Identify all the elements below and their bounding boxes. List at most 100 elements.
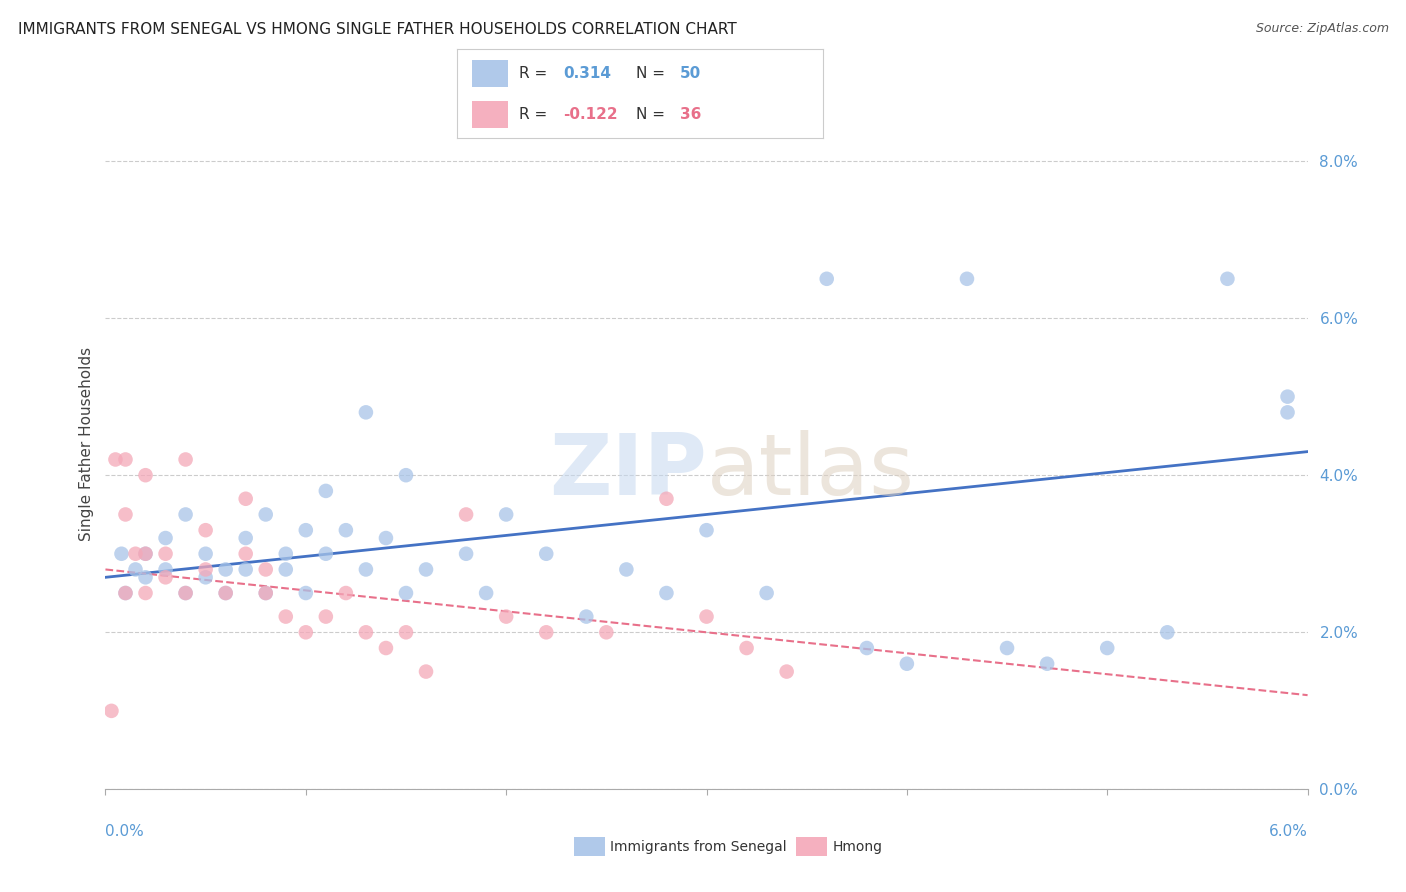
Point xyxy=(1097,640,1119,655)
Point xyxy=(295,625,318,640)
Point xyxy=(135,547,157,561)
Bar xyxy=(471,101,508,128)
Point xyxy=(315,609,337,624)
Point xyxy=(174,508,197,522)
Text: ZIP: ZIP xyxy=(548,430,707,513)
Point xyxy=(1216,272,1239,286)
Point xyxy=(995,640,1018,655)
Point xyxy=(696,609,718,624)
Point xyxy=(534,547,557,561)
Text: 0.314: 0.314 xyxy=(562,66,612,80)
Point xyxy=(155,570,177,584)
Text: Immigrants from Senegal: Immigrants from Senegal xyxy=(610,839,787,854)
Point xyxy=(254,586,277,600)
Point xyxy=(395,625,418,640)
Point xyxy=(124,562,146,576)
Point xyxy=(214,586,236,600)
Point xyxy=(395,468,418,483)
Point xyxy=(114,452,136,467)
Point xyxy=(755,586,778,600)
Point xyxy=(354,625,377,640)
Point xyxy=(235,547,257,561)
Point xyxy=(194,523,217,537)
Point xyxy=(495,609,517,624)
Point xyxy=(114,508,136,522)
Point xyxy=(114,586,136,600)
Point xyxy=(495,508,517,522)
Point xyxy=(415,665,437,679)
Point xyxy=(155,531,177,545)
Point xyxy=(124,547,146,561)
Point xyxy=(575,609,598,624)
Point xyxy=(254,508,277,522)
Text: Source: ZipAtlas.com: Source: ZipAtlas.com xyxy=(1256,22,1389,36)
Point xyxy=(194,562,217,576)
Text: 0.0%: 0.0% xyxy=(105,824,145,838)
Point xyxy=(354,562,377,576)
Point xyxy=(194,570,217,584)
Point xyxy=(315,547,337,561)
Point xyxy=(735,640,758,655)
Point xyxy=(254,586,277,600)
Point xyxy=(274,547,297,561)
Point xyxy=(335,586,357,600)
Point xyxy=(274,562,297,576)
Text: -0.122: -0.122 xyxy=(562,107,617,121)
Point xyxy=(235,531,257,545)
Text: R =: R = xyxy=(519,66,553,80)
Point xyxy=(235,491,257,506)
Point xyxy=(595,625,617,640)
Point xyxy=(655,491,678,506)
Point xyxy=(254,562,277,576)
Point xyxy=(776,665,799,679)
Point xyxy=(114,586,136,600)
Point xyxy=(1156,625,1178,640)
Point xyxy=(295,523,318,537)
Point xyxy=(214,586,236,600)
Point xyxy=(174,452,197,467)
Point xyxy=(696,523,718,537)
Point xyxy=(1277,390,1299,404)
Point xyxy=(100,704,122,718)
Text: atlas: atlas xyxy=(707,430,914,513)
Point xyxy=(1036,657,1059,671)
Point xyxy=(616,562,638,576)
Text: R =: R = xyxy=(519,107,553,121)
Point xyxy=(855,640,877,655)
Point xyxy=(135,586,157,600)
Point xyxy=(155,547,177,561)
Point xyxy=(395,586,418,600)
Point xyxy=(655,586,678,600)
Point xyxy=(815,272,838,286)
Point xyxy=(135,547,157,561)
Text: 6.0%: 6.0% xyxy=(1268,824,1308,838)
Point xyxy=(214,562,236,576)
Point xyxy=(475,586,498,600)
Text: Hmong: Hmong xyxy=(832,839,883,854)
Text: N =: N = xyxy=(636,107,669,121)
Point xyxy=(454,547,477,561)
Point xyxy=(896,657,918,671)
Point xyxy=(274,609,297,624)
Point xyxy=(534,625,557,640)
Point xyxy=(374,640,398,655)
Point xyxy=(956,272,979,286)
Y-axis label: Single Father Households: Single Father Households xyxy=(79,347,94,541)
Point xyxy=(454,508,477,522)
Point xyxy=(174,586,197,600)
Text: 36: 36 xyxy=(681,107,702,121)
Point xyxy=(415,562,437,576)
Point xyxy=(354,405,377,419)
Point xyxy=(174,586,197,600)
Bar xyxy=(471,60,508,87)
Text: N =: N = xyxy=(636,66,669,80)
Point xyxy=(110,547,132,561)
Point xyxy=(155,562,177,576)
Text: 50: 50 xyxy=(681,66,702,80)
Point xyxy=(235,562,257,576)
Point xyxy=(295,586,318,600)
Point xyxy=(135,468,157,483)
Point xyxy=(135,570,157,584)
Point xyxy=(194,547,217,561)
Point xyxy=(335,523,357,537)
